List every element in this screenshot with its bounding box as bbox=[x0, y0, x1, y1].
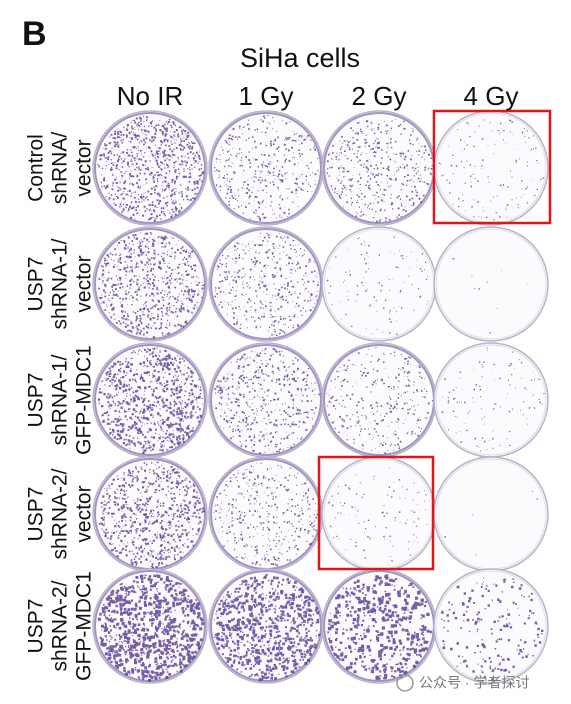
dish-rim bbox=[210, 570, 322, 682]
culture-dish bbox=[433, 342, 549, 458]
row-label: USP7 bbox=[25, 487, 48, 542]
row-label: GFP-MDC1 bbox=[73, 571, 96, 681]
row-label: shRNA-2/ bbox=[49, 580, 72, 671]
watermark-text: 公众号 · 学者探讨 bbox=[419, 675, 529, 691]
colonies bbox=[327, 574, 433, 680]
watermark: 公众号 · 学者探讨 bbox=[396, 674, 529, 692]
culture-dish bbox=[208, 456, 324, 572]
column-label: No IR bbox=[117, 81, 183, 111]
culture-dish bbox=[433, 456, 549, 572]
highlight-box bbox=[432, 109, 552, 225]
dish-rim bbox=[94, 112, 206, 224]
row-label: USP7 bbox=[25, 373, 48, 428]
row-label: GFP-MDC1 bbox=[73, 345, 96, 455]
row-label: shRNA-1/ bbox=[49, 354, 72, 445]
watermark-icon bbox=[396, 674, 414, 692]
dish-rim bbox=[435, 344, 547, 456]
colonies bbox=[98, 347, 204, 455]
row-label: vector bbox=[73, 139, 96, 196]
row-label: shRNA-1/ bbox=[49, 238, 72, 329]
colonies bbox=[98, 461, 205, 569]
dish-rim bbox=[210, 112, 322, 224]
panel-label: B bbox=[22, 15, 47, 53]
culture-dish bbox=[92, 226, 208, 342]
culture-dish bbox=[208, 226, 324, 342]
column-label: 1 Gy bbox=[239, 81, 294, 111]
dish-rim bbox=[210, 344, 322, 456]
colonies bbox=[441, 577, 544, 680]
culture-dish bbox=[321, 456, 437, 572]
culture-dish bbox=[92, 110, 208, 226]
highlight-box bbox=[317, 455, 435, 571]
culture-dish bbox=[321, 568, 437, 684]
colonies bbox=[98, 232, 205, 339]
dish-grid bbox=[92, 110, 549, 684]
figure-title: SiHa cells bbox=[240, 43, 360, 73]
dish-rim bbox=[210, 228, 322, 340]
dish-rim bbox=[94, 344, 206, 456]
row-label: shRNA/ bbox=[49, 132, 72, 205]
culture-dish bbox=[433, 110, 549, 226]
colonies bbox=[326, 119, 433, 223]
row-label: USP7 bbox=[25, 599, 48, 654]
row-label: USP7 bbox=[25, 257, 48, 312]
column-label: 2 Gy bbox=[352, 81, 407, 111]
culture-dish bbox=[433, 226, 549, 342]
colonies bbox=[97, 574, 205, 682]
dish-rim bbox=[94, 228, 206, 340]
colonies bbox=[214, 573, 321, 682]
culture-dish bbox=[92, 342, 208, 458]
row-label: Control bbox=[25, 134, 48, 202]
row-label: shRNA-2/ bbox=[49, 468, 72, 559]
dish-rim bbox=[435, 228, 547, 340]
culture-dish bbox=[208, 110, 324, 226]
dish-rim bbox=[435, 570, 547, 682]
column-label: 4 Gy bbox=[464, 81, 519, 111]
row-label: vector bbox=[73, 485, 96, 542]
culture-dish bbox=[321, 226, 437, 342]
row-label: vector bbox=[73, 255, 96, 312]
